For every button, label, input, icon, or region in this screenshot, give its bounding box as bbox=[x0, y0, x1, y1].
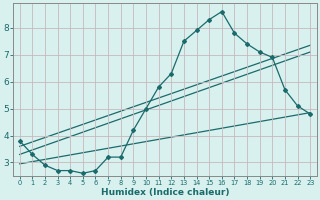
X-axis label: Humidex (Indice chaleur): Humidex (Indice chaleur) bbox=[101, 188, 229, 197]
